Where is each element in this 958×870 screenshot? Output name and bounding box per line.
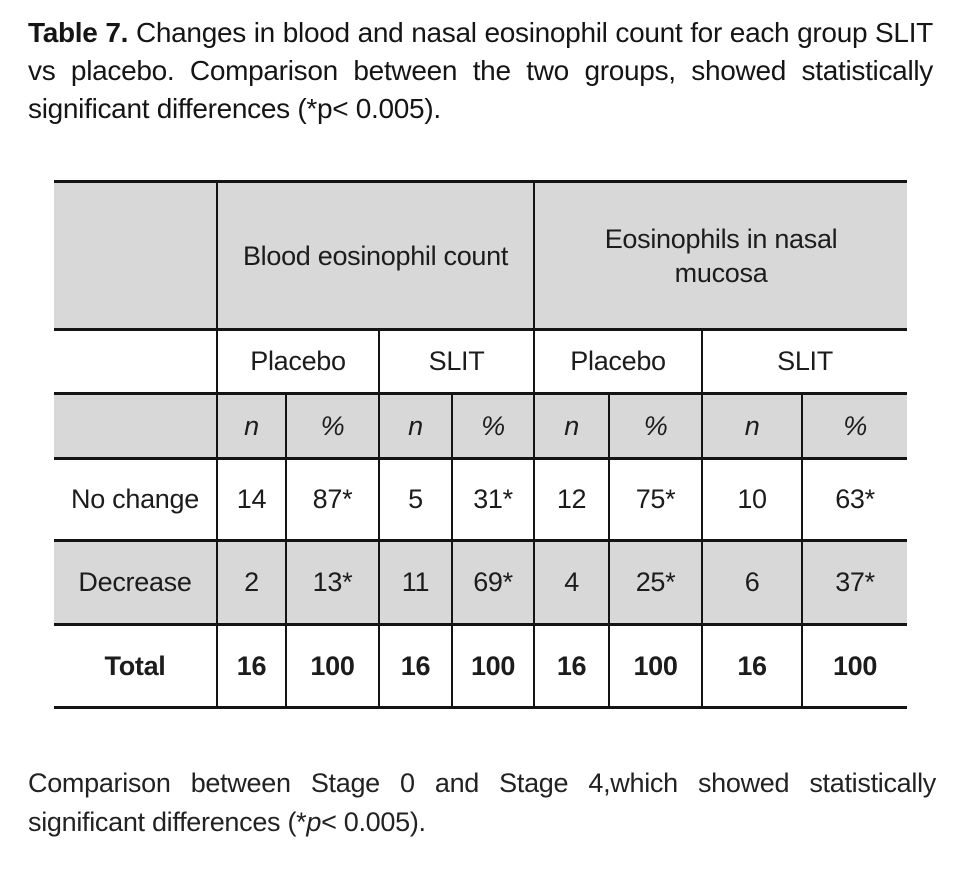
data-cell: 25* (608, 540, 703, 625)
table-footnote: Comparison between Stage 0 and Stage 4,w… (28, 764, 936, 842)
caption-text: Changes in blood and nasal eosinophil co… (28, 17, 933, 124)
data-cell: 13* (285, 540, 379, 625)
data-cell: 75* (608, 458, 703, 541)
data-cell: 11 (378, 540, 452, 625)
caption-label: Table 7. (28, 17, 129, 48)
subgroup-header-row: Placebo SLIT Placebo SLIT (54, 329, 908, 394)
table-row-total: Total 16 100 16 100 16 100 16 100 (54, 624, 908, 708)
data-cell: 10 (701, 458, 803, 541)
group-header-nasal-label: Eosinophils in nasal mucosa (604, 223, 838, 288)
group-header-row: Blood eosinophil count Eosinophils in na… (54, 181, 908, 330)
data-cell: 16 (701, 624, 803, 708)
data-cell: 12 (533, 458, 610, 541)
footnote-italic-p: p (306, 807, 322, 837)
group-header-nasal: Eosinophils in nasal mucosa (533, 181, 908, 330)
data-cell: 87* (285, 458, 379, 541)
group-header-blood: Blood eosinophil count (215, 181, 535, 330)
stub-cell (54, 181, 217, 330)
measure-header-cell: n (533, 393, 610, 459)
measure-header-cell: % (608, 393, 703, 459)
stub-cell (54, 393, 217, 459)
measure-header-cell: n (216, 393, 286, 459)
subheader-blood-slit: SLIT (377, 329, 535, 394)
measure-header-cell: % (801, 393, 908, 459)
data-cell: 100 (285, 624, 379, 708)
data-cell: 14 (216, 458, 286, 541)
subheader-blood-placebo: Placebo (216, 329, 379, 394)
table-row-no-change: No change 14 87* 5 31* 12 75* 10 63* (54, 458, 908, 541)
table-row-decrease: Decrease 2 13* 11 69* 4 25* 6 37* (54, 540, 908, 625)
subheader-nasal-slit: SLIT (701, 329, 908, 394)
eosinophil-count-table: Blood eosinophil count Eosinophils in na… (54, 180, 908, 709)
data-cell: 37* (801, 540, 908, 625)
data-cell: 2 (216, 540, 286, 625)
group-header-blood-label: Blood eosinophil count (242, 240, 509, 271)
data-cell: 5 (378, 458, 452, 541)
data-cell: 4 (533, 540, 610, 625)
row-label: No change (71, 484, 199, 514)
row-label: Total (104, 650, 166, 681)
measure-header-cell: % (285, 393, 379, 459)
data-cell: 6 (701, 540, 803, 625)
footnote-text-before: Comparison between Stage 0 and Stage 4,w… (28, 768, 936, 837)
table-caption: Table 7. Changes in blood and nasal eosi… (28, 14, 933, 128)
data-cell: 69* (450, 540, 535, 625)
stub-cell (54, 330, 217, 394)
data-cell: 100 (450, 624, 535, 708)
subheader-nasal-placebo: Placebo (533, 329, 703, 394)
data-cell: 31* (450, 458, 535, 541)
measure-header-row: n % n % n % n % (54, 393, 908, 459)
row-label: Decrease (54, 540, 217, 625)
data-cell: 16 (216, 624, 286, 708)
footnote-text-after: < 0.005). (321, 807, 426, 837)
measure-header-cell: % (450, 393, 535, 459)
measure-header-cell: n (378, 393, 452, 459)
data-cell: 16 (378, 624, 452, 708)
data-cell: 16 (533, 624, 610, 708)
data-cell: 100 (801, 624, 908, 708)
data-cell: 100 (608, 624, 703, 708)
measure-header-cell: n (701, 393, 803, 459)
data-cell: 63* (801, 458, 908, 541)
